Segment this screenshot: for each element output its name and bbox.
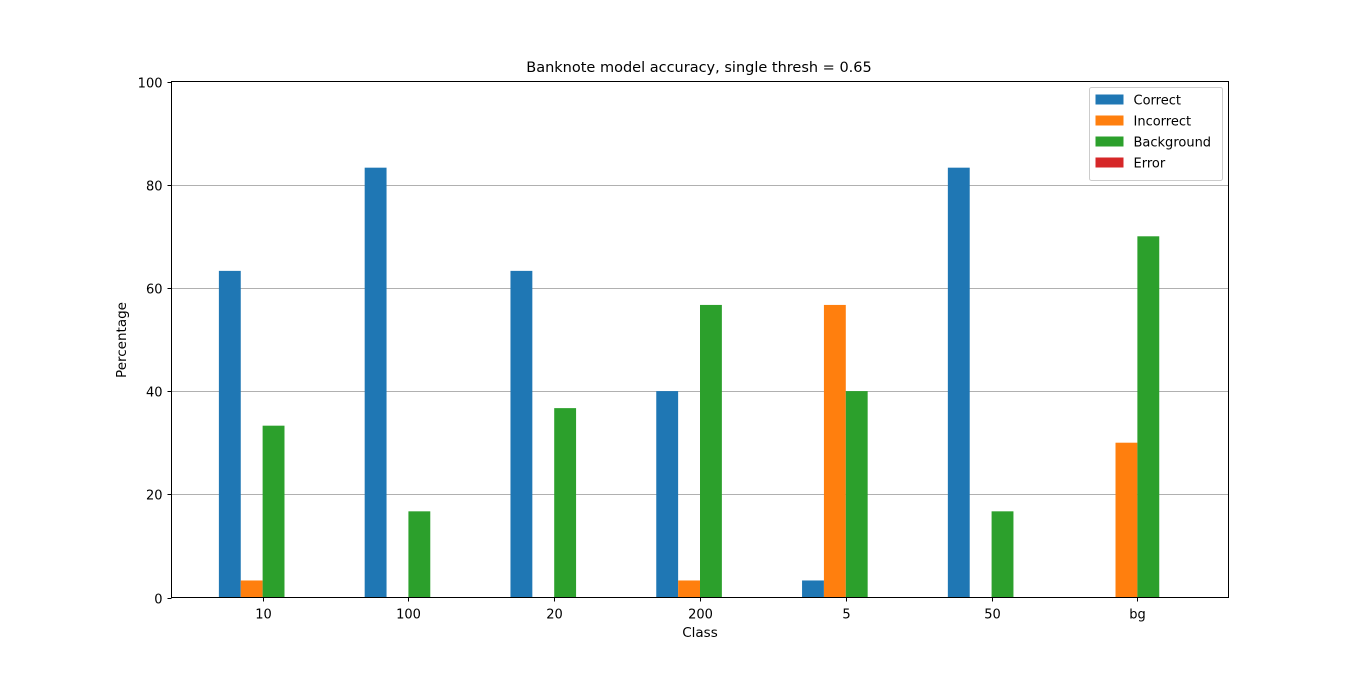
y-tick-label: 80 [146,180,163,195]
x-tick-label: 20 [546,608,563,623]
y-tick-label: 40 [146,386,163,401]
bar-correct-10 [218,270,241,598]
legend-label-correct: Correct [1134,94,1181,109]
bar-incorrect-bg [1115,442,1138,598]
bar-background-bg [1137,236,1160,598]
bar-background-5 [845,391,868,598]
bar-correct-50 [947,167,970,598]
axis-ticks: 0 20 40 60 80 100 10 100 20 200 5 50 bg [138,77,1146,623]
legend-box [1089,87,1223,181]
bar-background-10 [262,425,285,598]
bar-correct-200 [656,391,679,598]
bar-incorrect-5 [823,304,846,598]
y-tick-label: 60 [146,283,163,298]
bar-incorrect-200 [678,580,700,598]
x-tick-label: 5 [842,608,850,623]
x-axis-label: Class [682,625,718,641]
bar-correct-5 [802,580,824,598]
legend-swatch-background [1095,136,1124,147]
bars [218,167,1160,598]
x-tick-label: 100 [396,608,421,623]
bar-correct-100 [364,167,387,598]
bar-background-50 [991,511,1014,598]
y-tick-label: 20 [146,489,163,504]
legend: Correct Incorrect Background Error [1089,87,1223,181]
legend-label-error: Error [1134,157,1166,172]
legend-label-incorrect: Incorrect [1134,115,1192,130]
y-tick-label: 0 [154,593,162,608]
bar-correct-20 [510,270,533,598]
legend-swatch-error [1095,157,1124,168]
legend-swatch-correct [1095,94,1124,105]
x-tick-label: 50 [984,608,1001,623]
legend-swatch-incorrect [1095,115,1124,126]
x-tick-label: 10 [255,608,272,623]
bar-background-100 [408,511,431,598]
y-axis-label: Percentage [114,302,130,378]
chart-title: Banknote model accuracy, single thresh =… [526,60,871,76]
bar-background-20 [554,408,577,598]
x-tick-label: 200 [688,608,713,623]
y-tick-label: 100 [138,77,163,92]
legend-label-background: Background [1134,136,1212,151]
x-tick-label: bg [1129,608,1146,623]
bar-incorrect-10 [240,580,263,598]
bar-background-200 [700,304,722,598]
